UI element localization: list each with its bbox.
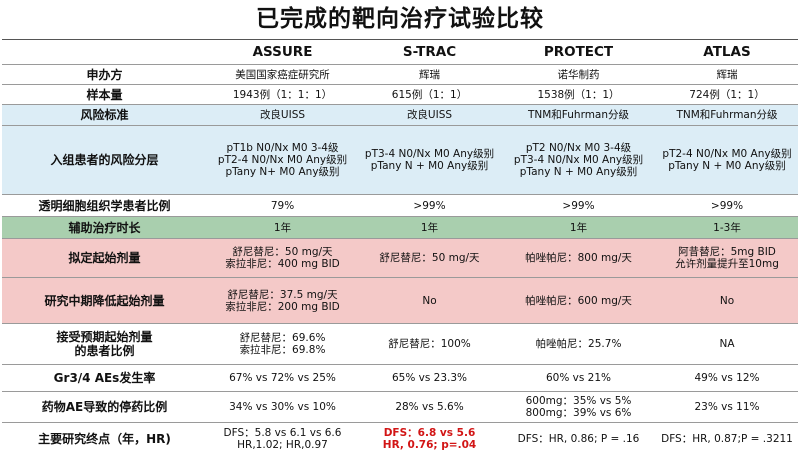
cell-atlas: TNM和Fuhrman分级 [656, 104, 798, 126]
cell-strac: No [358, 277, 501, 324]
row-clear-cell-ratio: 透明细胞组织学患者比例 79% >99% >99% >99% [2, 194, 798, 217]
cell-assure: 舒尼替尼：37.5 mg/天 索拉非尼：200 mg BID [207, 277, 358, 324]
row-label: 主要研究终点（年，HR) [2, 422, 207, 456]
header-corner [2, 39, 207, 65]
cell-assure: 79% [207, 194, 358, 217]
row-label: 辅助治疗时长 [2, 216, 207, 239]
trial-header-atlas: ATLAS [656, 39, 798, 65]
cell-strac: 1年 [358, 216, 501, 239]
cell-strac-highlight: DFS：6.8 vs 5.6 HR, 0.76; p=.04 [358, 422, 501, 456]
cell-assure: 舒尼替尼：50 mg/天 索拉非尼：400 mg BID [207, 238, 358, 278]
trial-header-protect: PROTECT [501, 39, 656, 65]
row-sponsor: 申办方 美国国家癌症研究所 辉瑞 诺华制药 辉瑞 [2, 64, 798, 85]
cell-atlas: DFS：HR, 0.87;P = .3211 [656, 422, 798, 456]
cell-assure: 美国国家癌症研究所 [207, 64, 358, 85]
row-label: 研究中期降低起始剂量 [2, 277, 207, 324]
cell-assure: 改良UISS [207, 104, 358, 126]
cell-strac: 615例（1：1） [358, 84, 501, 105]
cell-strac: 28% vs 5.6% [358, 391, 501, 423]
cell-strac: >99% [358, 194, 501, 217]
trial-header-strac: S-TRAC [358, 39, 501, 65]
comparison-table: ASSURE S-TRAC PROTECT ATLAS 申办方 美国国家癌症研究… [2, 39, 798, 456]
row-expected-dose-ratio: 接受预期起始剂量 的患者比例 舒尼替尼：69.6% 索拉非尼：69.8% 舒尼替… [2, 323, 798, 365]
row-label: 申办方 [2, 64, 207, 85]
cell-strac: 舒尼替尼：50 mg/天 [358, 238, 501, 278]
cell-atlas: NA [656, 323, 798, 365]
row-label: 入组患者的风险分层 [2, 125, 207, 195]
cell-protect: DFS：HR, 0.86; P = .16 [501, 422, 656, 456]
header-row: ASSURE S-TRAC PROTECT ATLAS [2, 39, 798, 65]
cell-strac: 改良UISS [358, 104, 501, 126]
row-planned-start-dose: 拟定起始剂量 舒尼替尼：50 mg/天 索拉非尼：400 mg BID 舒尼替尼… [2, 238, 798, 278]
cell-atlas: 23% vs 11% [656, 391, 798, 423]
row-label: 样本量 [2, 84, 207, 105]
row-ae-discontinuation: 药物AE导致的停药比例 34% vs 30% vs 10% 28% vs 5.6… [2, 391, 798, 423]
cell-strac: pT3-4 N0/Nx M0 Any级别 pTany N + M0 Any级别 [358, 125, 501, 195]
cell-assure: 34% vs 30% vs 10% [207, 391, 358, 423]
cell-strac: 65% vs 23.3% [358, 364, 501, 392]
cell-protect: 1年 [501, 216, 656, 239]
cell-atlas: pT2-4 N0/Nx M0 Any级别 pTany N + M0 Any级别 [656, 125, 798, 195]
row-sample-size: 样本量 1943例（1：1：1） 615例（1：1） 1538例（1：1） 72… [2, 84, 798, 105]
cell-protect: >99% [501, 194, 656, 217]
cell-assure: 舒尼替尼：69.6% 索拉非尼：69.8% [207, 323, 358, 365]
cell-protect: 60% vs 21% [501, 364, 656, 392]
cell-protect: pT2 N0/Nx M0 3-4级 pT3-4 N0/Nx M0 Any级别 p… [501, 125, 656, 195]
cell-assure: pT1b N0/Nx M0 3-4级 pT2-4 N0/Nx M0 Any级别 … [207, 125, 358, 195]
cell-protect: 帕唑帕尼：800 mg/天 [501, 238, 656, 278]
cell-assure: 1年 [207, 216, 358, 239]
cell-protect: 600mg：35% vs 5% 800mg：39% vs 6% [501, 391, 656, 423]
row-grade34-aes: Gr3/4 AEs发生率 67% vs 72% vs 25% 65% vs 23… [2, 364, 798, 392]
cell-atlas: 724例（1：1） [656, 84, 798, 105]
row-label: 风险标准 [2, 104, 207, 126]
cell-assure: 67% vs 72% vs 25% [207, 364, 358, 392]
page-title: 已完成的靶向治疗试验比较 [256, 6, 544, 32]
row-label: 药物AE导致的停药比例 [2, 391, 207, 423]
cell-atlas: No [656, 277, 798, 324]
row-risk-stratification: 入组患者的风险分层 pT1b N0/Nx M0 3-4级 pT2-4 N0/Nx… [2, 125, 798, 195]
row-treatment-duration: 辅助治疗时长 1年 1年 1年 1-3年 [2, 216, 798, 239]
row-label: 接受预期起始剂量 的患者比例 [2, 323, 207, 365]
cell-strac: 舒尼替尼：100% [358, 323, 501, 365]
cell-atlas: 阿昔替尼：5mg BID 允许剂量提升至10mg [656, 238, 798, 278]
cell-protect: TNM和Fuhrman分级 [501, 104, 656, 126]
cell-strac: 辉瑞 [358, 64, 501, 85]
row-label: 透明细胞组织学患者比例 [2, 194, 207, 217]
cell-assure: DFS：5.8 vs 6.1 vs 6.6 HR,1.02; HR,0.97 [207, 422, 358, 456]
row-primary-endpoint: 主要研究终点（年，HR) DFS：5.8 vs 6.1 vs 6.6 HR,1.… [2, 422, 798, 456]
cell-protect: 1538例（1：1） [501, 84, 656, 105]
row-label: 拟定起始剂量 [2, 238, 207, 278]
cell-assure: 1943例（1：1：1） [207, 84, 358, 105]
cell-atlas: 辉瑞 [656, 64, 798, 85]
cell-protect: 诺华制药 [501, 64, 656, 85]
cell-atlas: 49% vs 12% [656, 364, 798, 392]
trial-header-assure: ASSURE [207, 39, 358, 65]
row-risk-criteria: 风险标准 改良UISS 改良UISS TNM和Fuhrman分级 TNM和Fuh… [2, 104, 798, 126]
cell-protect: 帕唑帕尼：600 mg/天 [501, 277, 656, 324]
row-dose-reduction: 研究中期降低起始剂量 舒尼替尼：37.5 mg/天 索拉非尼：200 mg BI… [2, 277, 798, 324]
cell-atlas: 1-3年 [656, 216, 798, 239]
cell-protect: 帕唑帕尼：25.7% [501, 323, 656, 365]
row-label: Gr3/4 AEs发生率 [2, 364, 207, 392]
cell-atlas: >99% [656, 194, 798, 217]
